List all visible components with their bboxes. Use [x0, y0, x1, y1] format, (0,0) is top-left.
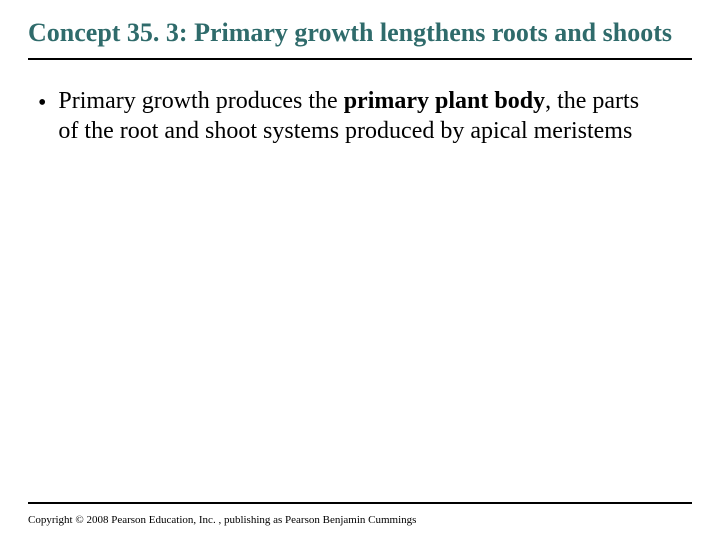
- bullet-text: Primary growth produces the primary plan…: [58, 86, 658, 146]
- title-underline: [28, 58, 692, 60]
- copyright-text: Copyright © 2008 Pearson Education, Inc.…: [28, 514, 416, 526]
- bullet-pre: Primary growth produces the: [58, 88, 343, 114]
- footer-underline: [28, 502, 692, 504]
- slide: Concept 35. 3: Primary growth lengthens …: [0, 0, 720, 540]
- bullet-bold: primary plant body: [344, 88, 545, 114]
- slide-title: Concept 35. 3: Primary growth lengthens …: [28, 18, 692, 56]
- slide-body: • Primary growth produces the primary pl…: [28, 86, 692, 146]
- bullet-item: • Primary growth produces the primary pl…: [38, 86, 692, 146]
- bullet-mark: •: [38, 88, 46, 118]
